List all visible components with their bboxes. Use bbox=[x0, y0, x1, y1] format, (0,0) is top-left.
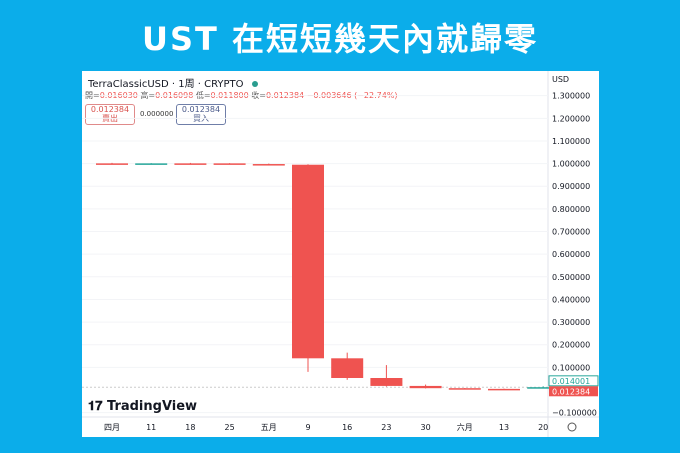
candle-body bbox=[448, 388, 481, 390]
y-tick-label: 0.400000 bbox=[552, 295, 590, 304]
y-tick-label: 0.800000 bbox=[552, 205, 590, 214]
x-tick-label: 18 bbox=[185, 423, 195, 432]
chart-card: TerraClassicUSD · 1周 · CRYPTO USD 開=0.01… bbox=[82, 71, 599, 437]
x-tick-label: 30 bbox=[421, 423, 431, 432]
x-tick-label: 20 bbox=[538, 423, 548, 432]
logo-text: TradingView bbox=[107, 399, 198, 414]
candle-body bbox=[213, 163, 246, 165]
last-price-label: 0.012384 bbox=[552, 387, 590, 396]
sell-price: 0.012384 bbox=[90, 105, 130, 114]
buy-price: 0.012384 bbox=[181, 105, 221, 114]
y-tick-label: 0.500000 bbox=[552, 273, 590, 282]
candle-body bbox=[488, 388, 520, 391]
y-tick-label: 0.300000 bbox=[552, 318, 590, 327]
last-price-label-box bbox=[549, 386, 598, 397]
candle-body bbox=[527, 387, 560, 389]
price-label: 0.014001 bbox=[552, 377, 590, 386]
candle-body bbox=[96, 163, 128, 165]
y-tick-label: 0.200000 bbox=[552, 341, 590, 350]
tradingview-logo-icon: 𝟏𝟕 bbox=[88, 399, 103, 414]
page-title: UST 在短短幾天內就歸零 bbox=[141, 20, 538, 58]
tradingview-logo[interactable]: 𝟏𝟕 TradingView bbox=[88, 399, 197, 414]
market-status-dot-icon bbox=[251, 81, 258, 87]
y-tick-label: 1.200000 bbox=[552, 114, 590, 123]
candle-body bbox=[135, 163, 168, 165]
x-tick-label: 16 bbox=[342, 423, 352, 432]
candlestick-chart[interactable]: 1.300000 1.200000 1.100000 1.000000 0.900000… bbox=[82, 71, 599, 437]
candle-body bbox=[292, 164, 324, 359]
x-tick-label: 四月 bbox=[104, 423, 120, 432]
candle-body bbox=[409, 385, 442, 389]
y-tick-label: 1.100000 bbox=[552, 137, 590, 146]
candle-body bbox=[370, 378, 403, 386]
y-tick-label: −0.100000 bbox=[552, 409, 597, 418]
currency-label[interactable]: USD bbox=[552, 75, 570, 84]
y-tick-label: 0.900000 bbox=[552, 182, 590, 191]
symbol-title: TerraClassicUSD · 1周 · CRYPTO bbox=[88, 79, 244, 90]
y-tick-label: 1.000000 bbox=[552, 160, 590, 169]
x-tick-label: 23 bbox=[381, 423, 391, 432]
x-tick-label: 11 bbox=[146, 423, 156, 432]
x-tick-label: 9 bbox=[305, 423, 310, 432]
x-tick-label: 五月 bbox=[261, 423, 277, 432]
price-label-box bbox=[548, 375, 599, 387]
y-tick-label: 0.700000 bbox=[552, 228, 590, 237]
y-tick-label: 0.600000 bbox=[552, 250, 590, 259]
x-tick-label: 六月 bbox=[457, 422, 473, 432]
x-tick-label: 13 bbox=[499, 423, 509, 432]
settings-gear-icon[interactable] bbox=[567, 422, 577, 432]
candle-body bbox=[331, 358, 364, 379]
candle-body bbox=[252, 164, 285, 166]
y-tick-label: 0.100000 bbox=[552, 363, 590, 372]
x-tick-label: 25 bbox=[225, 423, 235, 432]
spread-value: 0.000000 bbox=[140, 110, 174, 118]
candle-body bbox=[174, 163, 207, 165]
symbol-header: TerraClassicUSD · 1周 · CRYPTO bbox=[88, 75, 258, 90]
y-tick-label: 1.300000 bbox=[552, 92, 590, 101]
